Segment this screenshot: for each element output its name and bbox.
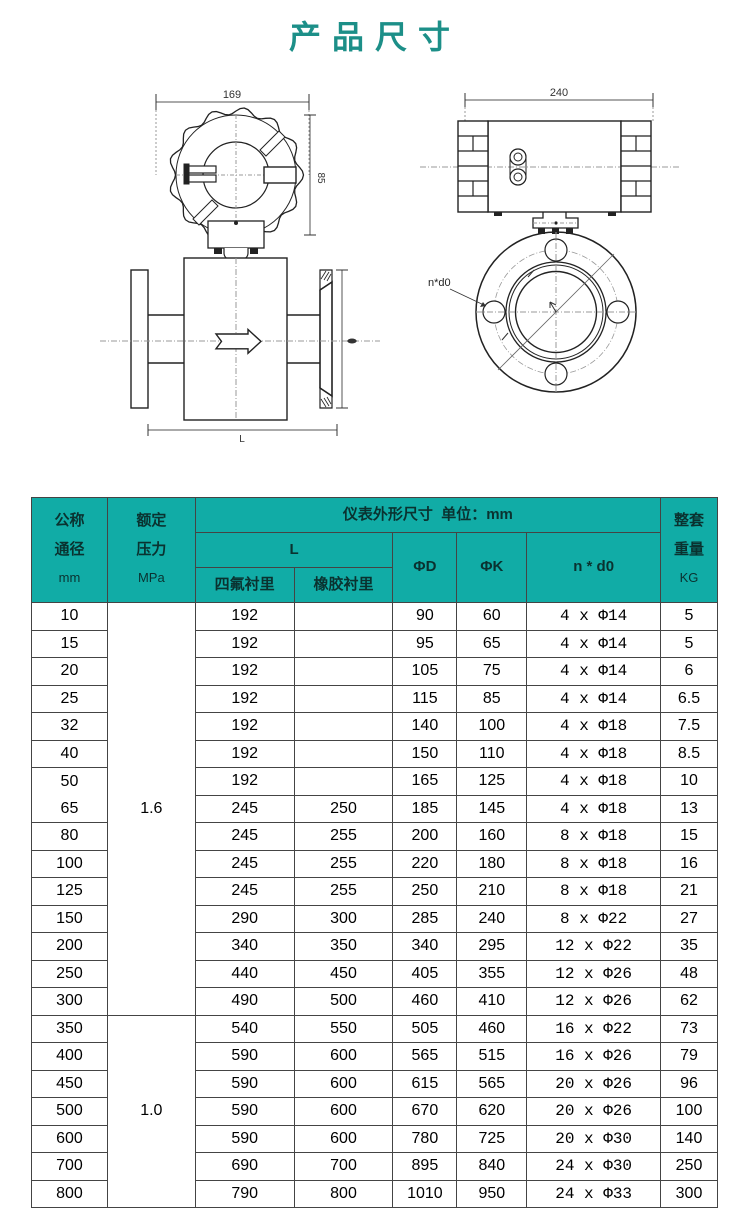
svg-text:240: 240 bbox=[550, 87, 568, 99]
svg-text:85: 85 bbox=[315, 172, 326, 184]
svg-text:n*d0: n*d0 bbox=[428, 277, 451, 289]
svg-text:L: L bbox=[239, 434, 245, 445]
svg-text:169: 169 bbox=[223, 89, 241, 101]
